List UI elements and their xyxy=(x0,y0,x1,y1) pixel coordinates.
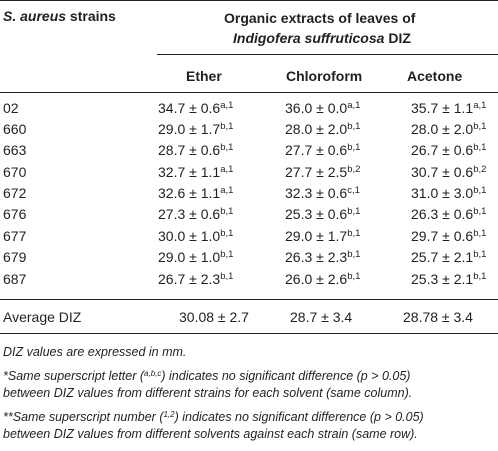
chloroform-value: 26.0 ± 2.6b,1 xyxy=(285,271,361,287)
acetone-average: 28.78 ± 3.4 xyxy=(403,309,473,325)
acetone-value: 26.3 ± 0.6b,1 xyxy=(411,206,487,222)
strain-id: 677 xyxy=(3,228,27,244)
average-top-rule xyxy=(0,299,498,300)
chloroform-average: 28.7 ± 3.4 xyxy=(290,309,353,325)
chloroform-value: 27.7 ± 2.5b,2 xyxy=(285,164,361,180)
ether-value: 26.7 ± 2.3b,1 xyxy=(158,271,234,287)
chloroform-value: 32.3 ± 0.6c,1 xyxy=(285,185,360,201)
group-header-rule xyxy=(157,54,498,55)
ether-value: 32.6 ± 1.1a,1 xyxy=(158,185,234,201)
plant-species-name: Indigofera suffruticosa xyxy=(233,30,385,46)
chloroform-value: 25.3 ± 0.6b,1 xyxy=(285,206,361,222)
strain-id: 670 xyxy=(3,164,27,180)
group-header-line1: Organic extracts of leaves of xyxy=(224,10,416,26)
acetone-value: 30.7 ± 0.6b,2 xyxy=(411,164,487,180)
ether-value: 32.7 ± 1.1a,1 xyxy=(158,164,234,180)
column-header-acetone: Acetone xyxy=(407,68,463,84)
strain-id: 02 xyxy=(3,100,19,116)
group-header-line2: Indigofera suffruticosa DIZ xyxy=(233,30,411,46)
chloroform-value: 26.3 ± 2.3b,1 xyxy=(285,249,361,265)
chloroform-value: 28.0 ± 2.0b,1 xyxy=(285,121,361,137)
ether-value: 27.3 ± 0.6b,1 xyxy=(158,206,234,222)
strain-id: 676 xyxy=(3,206,27,222)
species-name: S. aureus xyxy=(3,8,67,24)
strain-id: 679 xyxy=(3,249,27,265)
footnote-letter-line2: between DIZ values from different strain… xyxy=(3,386,413,400)
acetone-value: 35.7 ± 1.1a,1 xyxy=(411,100,487,116)
footnote-units: DIZ values are expressed in mm. xyxy=(3,345,187,359)
chloroform-value: 27.7 ± 0.6b,1 xyxy=(285,142,361,158)
column-header-chloroform: Chloroform xyxy=(286,68,363,84)
acetone-value: 31.0 ± 3.0b,1 xyxy=(411,185,487,201)
table-bottom-rule xyxy=(0,333,498,334)
footnote-number-line2: between DIZ values from different solven… xyxy=(3,427,418,441)
acetone-value: 25.3 ± 2.1b,1 xyxy=(411,271,487,287)
column-header-ether: Ether xyxy=(186,68,222,84)
top-rule xyxy=(0,0,498,1)
strain-id: 663 xyxy=(3,142,27,158)
strain-column-header: S. aureus strains xyxy=(3,8,116,24)
average-label: Average DIZ xyxy=(3,309,82,325)
footnote-number: **Same superscript number (1,2) indicate… xyxy=(3,410,424,424)
acetone-value: 28.0 ± 2.0b,1 xyxy=(411,121,487,137)
strain-id: 660 xyxy=(3,121,27,137)
ether-value: 29.0 ± 1.0b,1 xyxy=(158,249,234,265)
footnote-letter: *Same superscript letter (a,b,c) indicat… xyxy=(3,369,411,383)
ether-value: 30.0 ± 1.0b,1 xyxy=(158,228,234,244)
acetone-value: 29.7 ± 0.6b,1 xyxy=(411,228,487,244)
ether-average: 30.08 ± 2.7 xyxy=(179,309,249,325)
ether-value: 34.7 ± 0.6a,1 xyxy=(158,100,234,116)
strain-id: 687 xyxy=(3,271,27,287)
header-bottom-rule xyxy=(0,92,498,93)
acetone-value: 25.7 ± 2.1b,1 xyxy=(411,249,487,265)
acetone-value: 26.7 ± 0.6b,1 xyxy=(411,142,487,158)
ether-value: 29.0 ± 1.7b,1 xyxy=(158,121,234,137)
strain-id: 672 xyxy=(3,185,27,201)
chloroform-value: 36.0 ± 0.0a,1 xyxy=(285,100,361,116)
chloroform-value: 29.0 ± 1.7b,1 xyxy=(285,228,361,244)
ether-value: 28.7 ± 0.6b,1 xyxy=(158,142,234,158)
